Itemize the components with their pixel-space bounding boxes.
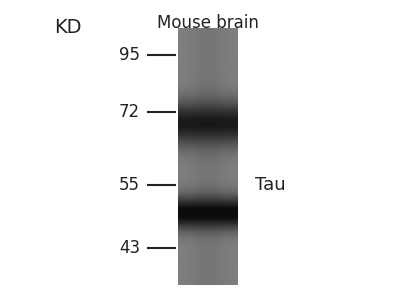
Text: Mouse brain: Mouse brain [157, 14, 259, 32]
Text: Tau: Tau [255, 176, 286, 194]
Text: 55: 55 [119, 176, 140, 194]
Text: 43: 43 [119, 239, 140, 257]
Text: 95: 95 [119, 46, 140, 64]
Text: KD: KD [54, 18, 82, 37]
Text: 72: 72 [119, 103, 140, 121]
